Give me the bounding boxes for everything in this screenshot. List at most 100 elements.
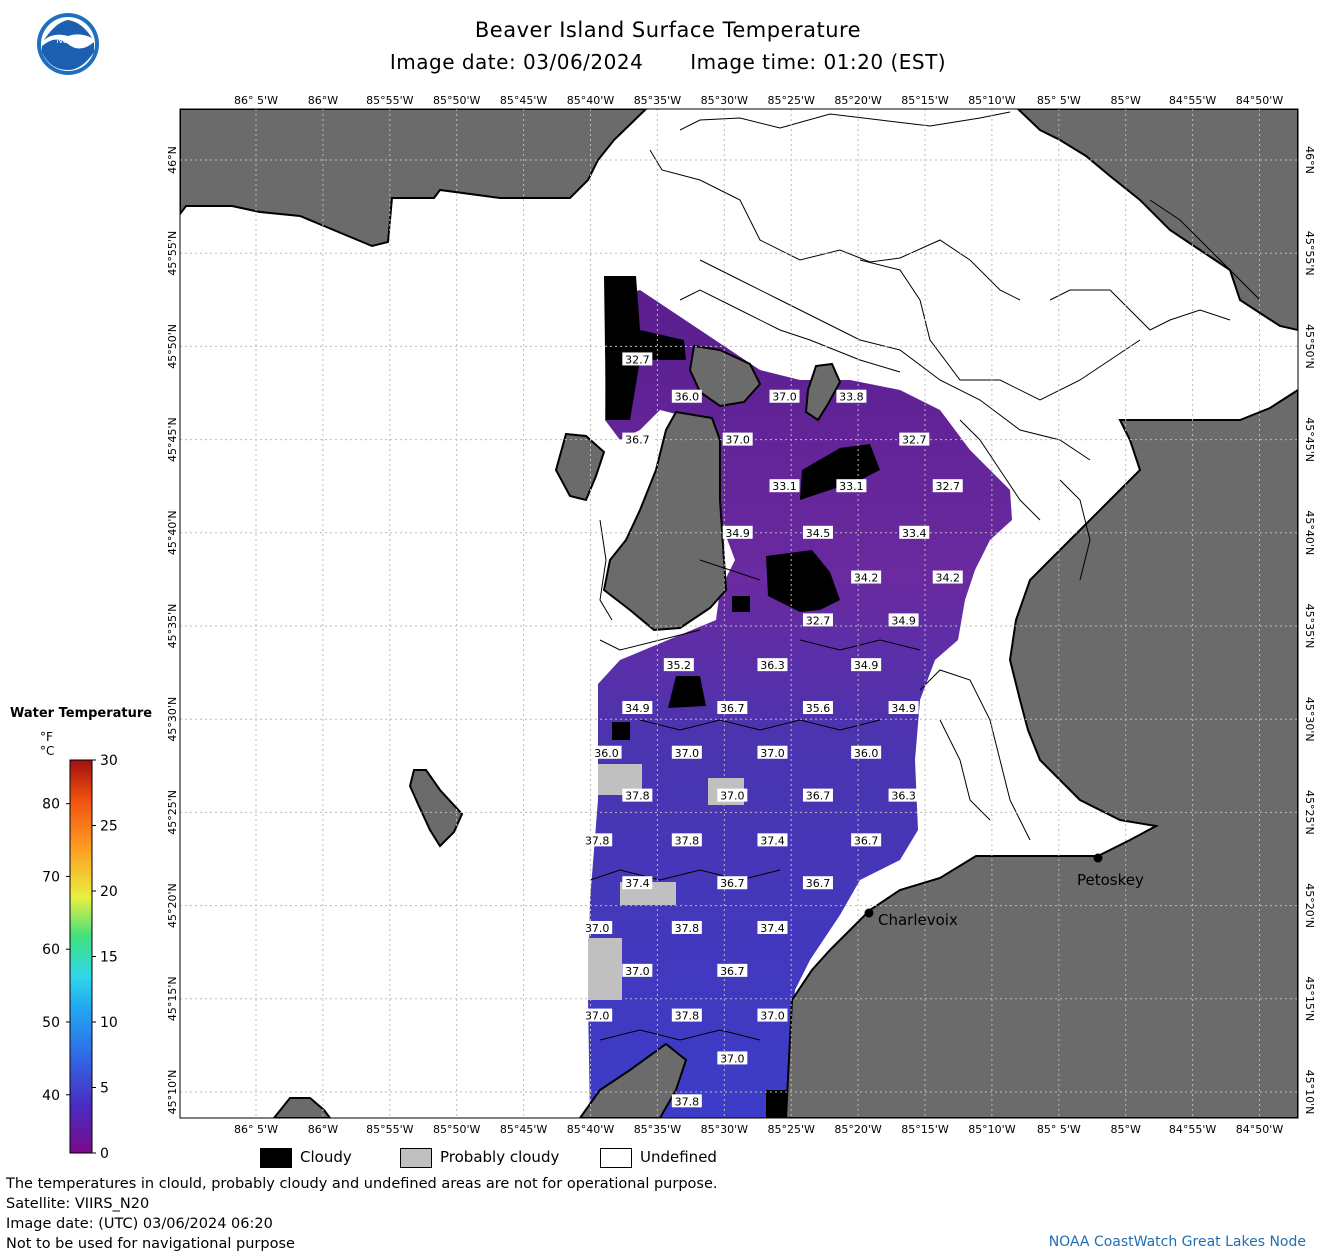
temperature-label: 37.8 bbox=[671, 1008, 702, 1023]
temperature-label-text: 32.7 bbox=[625, 353, 650, 366]
temperature-label-text: 36.0 bbox=[675, 391, 700, 404]
temperature-label-text: 36.0 bbox=[854, 747, 879, 760]
temperature-label: 37.0 bbox=[671, 745, 702, 760]
temperature-label-text: 37.4 bbox=[625, 877, 650, 890]
temperature-label-text: 35.6 bbox=[806, 702, 831, 715]
footer-utc-date: Image date: (UTC) 03/06/2024 06:20 bbox=[6, 1216, 273, 1232]
land-north-fox-island bbox=[272, 1097, 332, 1118]
temperature-label: 36.7 bbox=[851, 833, 882, 847]
temperature-label: 34.2 bbox=[851, 570, 882, 585]
temperature-label-text: 33.8 bbox=[839, 391, 864, 404]
probably-cloudy-patch bbox=[588, 938, 622, 1000]
legend-f-label: 80 bbox=[42, 797, 60, 813]
image-date: Image date: 03/06/2024 bbox=[389, 50, 644, 74]
temperature-label-text: 34.9 bbox=[891, 702, 916, 715]
legend-f-label: 40 bbox=[42, 1088, 60, 1104]
temperature-label-text: 34.9 bbox=[891, 614, 916, 627]
city-marker-petoskey bbox=[1093, 853, 1103, 863]
longitude-tick-label: 85°50'W bbox=[433, 1123, 481, 1136]
legend-c-label: 0 bbox=[100, 1146, 109, 1162]
temperature-label-box bbox=[802, 613, 833, 627]
longitude-tick-label: 85° 5'W bbox=[1037, 1123, 1081, 1136]
latitude-tick-label: 45°15'N bbox=[166, 976, 179, 1021]
temperature-label-box bbox=[851, 570, 882, 584]
temperature-label-text: 37.0 bbox=[760, 747, 785, 760]
temperature-label-text: 36.3 bbox=[891, 790, 916, 803]
legend-c-label: 30 bbox=[100, 753, 118, 769]
temperature-label-text: 37.8 bbox=[675, 834, 700, 847]
temperature-label-text: 37.8 bbox=[585, 834, 610, 847]
city-label-petoskey: Petoskey bbox=[1077, 871, 1144, 889]
temperature-label: 32.7 bbox=[622, 352, 653, 366]
footer-satellite: Satellite: VIIRS_N20 bbox=[6, 1196, 150, 1212]
temperature-label: 36.7 bbox=[717, 876, 748, 890]
latitude-tick-label: 46°N bbox=[1303, 146, 1316, 174]
temperature-label-text: 36.7 bbox=[720, 702, 745, 715]
city-marker-charlevoix bbox=[864, 908, 874, 918]
longitude-tick-label: 85°55'W bbox=[366, 94, 414, 107]
legend-c-label: 10 bbox=[100, 1015, 118, 1031]
temperature-label: 37.8 bbox=[622, 788, 653, 803]
city-label-charlevoix: Charlevoix bbox=[878, 911, 958, 929]
temperature-label: 37.0 bbox=[582, 920, 613, 935]
temperature-label: 36.3 bbox=[757, 658, 788, 672]
temperature-label: 34.5 bbox=[802, 525, 833, 540]
temperature-label-text: 37.0 bbox=[725, 434, 750, 447]
credit-link[interactable]: NOAA CoastWatch Great Lakes Node bbox=[1048, 1234, 1306, 1250]
temperature-label: 37.0 bbox=[769, 389, 800, 404]
temperature-label-box bbox=[757, 920, 788, 934]
longitude-tick-label: 85°10'W bbox=[968, 94, 1016, 107]
legend-title: Water Temperature bbox=[10, 706, 153, 721]
temperature-label-text: 36.7 bbox=[806, 877, 831, 890]
temperature-label: 36.0 bbox=[851, 745, 882, 760]
temperature-label: 37.8 bbox=[671, 1094, 702, 1108]
footer-navigation-warning: Not to be used for navigational purpose bbox=[6, 1236, 295, 1252]
longitude-tick-label: 85°25'W bbox=[767, 94, 815, 107]
legend-c-label: 25 bbox=[100, 819, 118, 835]
latitude-tick-label: 46°N bbox=[166, 146, 179, 174]
temperature-label-text: 37.0 bbox=[675, 747, 700, 760]
temperature-label-box bbox=[622, 876, 653, 890]
latitude-tick-label: 45°30'N bbox=[166, 697, 179, 742]
temperature-label: 36.0 bbox=[671, 389, 702, 404]
longitude-tick-label: 85°20'W bbox=[834, 1123, 882, 1136]
map-frame bbox=[179, 108, 1299, 1119]
temperature-label: 35.2 bbox=[663, 658, 694, 672]
longitude-tick-label: 85°40'W bbox=[567, 1123, 615, 1136]
temperature-label-box bbox=[622, 963, 653, 977]
temperature-label-box bbox=[932, 570, 963, 584]
land-upper-peninsula-east bbox=[1016, 109, 1298, 332]
temperature-label-box bbox=[757, 1008, 788, 1022]
legend-f-label: 70 bbox=[42, 869, 60, 885]
land-beaver-island bbox=[602, 410, 728, 632]
temperature-label-text: 34.5 bbox=[806, 527, 831, 540]
temperature-label-box bbox=[802, 701, 833, 715]
temperature-label-text: 36.7 bbox=[625, 434, 650, 447]
latitude-tick-label: 45°25'N bbox=[1303, 790, 1316, 835]
temperature-label-text: 32.7 bbox=[806, 614, 831, 627]
temperature-label-text: 36.7 bbox=[854, 834, 879, 847]
key-label-undefined: Undefined bbox=[640, 1148, 717, 1166]
graticule bbox=[180, 109, 1298, 1118]
temperature-label-box bbox=[888, 788, 919, 802]
temperature-label: 37.4 bbox=[622, 876, 653, 890]
key-swatch-cloudy bbox=[260, 1148, 292, 1168]
longitude-tick-label: 85°W bbox=[1111, 1123, 1141, 1136]
footer-notes: The temperatures in clould, probably clo… bbox=[6, 1174, 717, 1254]
temperature-label-box bbox=[802, 525, 833, 539]
temperature-label-text: 36.7 bbox=[806, 790, 831, 803]
temperature-label-box bbox=[851, 833, 882, 847]
longitude-tick-label: 86°W bbox=[308, 94, 338, 107]
temperature-label: 33.1 bbox=[769, 479, 800, 493]
temperature-area bbox=[588, 290, 1012, 1118]
temperature-label: 37.4 bbox=[757, 920, 788, 935]
temperature-label-text: 36.7 bbox=[720, 965, 745, 978]
svg-text:NOAA: NOAA bbox=[56, 36, 80, 45]
longitude-tick-label: 85°35'W bbox=[634, 1123, 682, 1136]
image-time: Image time: 01:20 (EST) bbox=[690, 50, 947, 74]
temperature-label-box bbox=[671, 1008, 702, 1022]
cloudy-patch bbox=[800, 444, 880, 500]
latitude-tick-label: 45°55'N bbox=[1303, 231, 1316, 276]
temperature-label: 34.2 bbox=[932, 570, 963, 585]
footer-disclaimer: The temperatures in clould, probably clo… bbox=[6, 1176, 718, 1192]
